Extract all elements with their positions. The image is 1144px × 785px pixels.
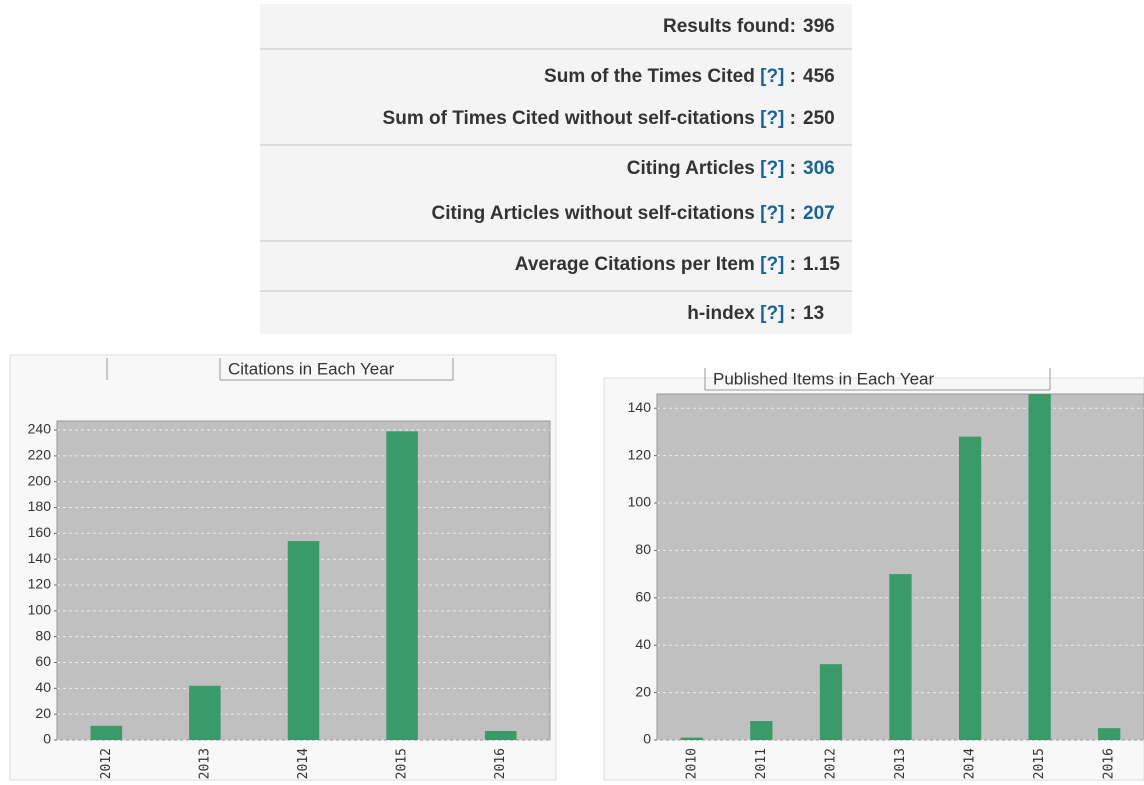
- y-tick-label: 60: [635, 589, 651, 605]
- bar: [287, 541, 320, 740]
- x-tick-label: 2016: [493, 748, 508, 779]
- stat-label-group: Citing Articles [?] :: [627, 158, 796, 180]
- separator: :: [789, 158, 796, 179]
- bar: [189, 685, 221, 740]
- separator: :: [789, 303, 796, 324]
- x-tick-label: 2012: [823, 748, 838, 779]
- stat-value: 250: [803, 108, 835, 129]
- y-tick-label: 140: [628, 399, 652, 415]
- x-tick-label: 2014: [296, 748, 311, 779]
- bar: [484, 730, 517, 740]
- stat-label-group: Average Citations per Item [?] :: [515, 254, 796, 276]
- stat-label: Sum of Times Cited without self-citation…: [382, 108, 755, 129]
- chart-title: Citations in Each Year: [228, 359, 395, 378]
- row-separator: [260, 240, 852, 242]
- stat-row: h-index [?] :13: [260, 303, 852, 327]
- y-tick-label: 140: [28, 550, 52, 566]
- y-tick-label: 120: [628, 446, 652, 462]
- row-separator: [260, 144, 852, 146]
- bar: [90, 725, 123, 740]
- stats-table: Results found: 396 Sum of the Times Cited …: [260, 4, 852, 334]
- x-tick-label: 2014: [963, 748, 978, 779]
- stat-label: Sum of the Times Cited: [544, 66, 755, 87]
- x-tick-label: 2013: [197, 748, 212, 779]
- x-tick-label: 2012: [99, 748, 114, 779]
- stat-value: 13: [803, 303, 825, 324]
- row-separator: [260, 48, 852, 50]
- y-tick-label: 100: [28, 602, 52, 618]
- bar: [819, 664, 843, 740]
- y-tick-label: 240: [28, 421, 52, 437]
- bar: [1028, 394, 1051, 740]
- bar: [958, 436, 982, 740]
- stat-label: Citing Articles: [626, 158, 755, 179]
- stat-value: 396: [803, 16, 835, 37]
- stat-value[interactable]: 306: [803, 158, 835, 179]
- y-tick-label: 160: [28, 524, 52, 540]
- row-separator: [260, 290, 852, 292]
- stat-row: Sum of Times Cited without self-citation…: [260, 108, 852, 132]
- x-tick-label: 2015: [395, 748, 410, 779]
- help-link[interactable]: [?]: [760, 203, 785, 224]
- stat-label: Average Citations per Item: [514, 254, 755, 275]
- stat-value: 1.15: [803, 254, 840, 275]
- x-tick-label: 2011: [754, 748, 769, 779]
- stat-row: Results found: 396: [260, 16, 852, 40]
- stat-label-group: Sum of the Times Cited [?] :: [544, 66, 796, 88]
- y-tick-label: 40: [635, 636, 651, 652]
- help-link[interactable]: [?]: [760, 303, 785, 324]
- x-tick-label: 2010: [684, 748, 699, 779]
- bar: [386, 431, 418, 740]
- stat-label-group: Citing Articles without self-citations […: [431, 203, 796, 225]
- stat-row: Sum of the Times Cited [?] :456: [260, 66, 852, 90]
- stat-row: Average Citations per Item [?] :1.15: [260, 254, 852, 278]
- y-tick-label: 220: [28, 447, 52, 463]
- y-tick-label: 180: [28, 498, 52, 514]
- separator: :: [789, 108, 796, 129]
- x-tick-label: 2015: [1032, 748, 1047, 779]
- stat-label: Citing Articles without self-citations: [431, 203, 755, 224]
- stat-row: Citing Articles [?] :306: [260, 158, 852, 182]
- stat-value: 456: [803, 66, 835, 87]
- bar: [680, 737, 703, 740]
- stat-label: h-index: [687, 303, 755, 324]
- y-tick-label: 40: [35, 679, 51, 695]
- stat-row: Citing Articles without self-citations […: [260, 203, 852, 227]
- separator: :: [789, 66, 796, 87]
- y-tick-label: 100: [628, 494, 652, 510]
- y-tick-label: 20: [635, 683, 651, 699]
- stat-label-group: h-index [?] :: [687, 303, 796, 325]
- stat-label-group: Sum of Times Cited without self-citation…: [383, 108, 796, 130]
- stat-label-group: Results found:: [663, 16, 796, 38]
- y-tick-label: 60: [35, 653, 51, 669]
- y-tick-label: 80: [35, 627, 51, 643]
- stat-value[interactable]: 207: [803, 203, 835, 224]
- y-tick-label: 80: [635, 541, 651, 557]
- help-link[interactable]: [?]: [760, 108, 785, 129]
- y-tick-label: 120: [28, 576, 52, 592]
- y-tick-label: 20: [35, 705, 51, 721]
- bar: [889, 574, 912, 740]
- help-link[interactable]: [?]: [760, 254, 785, 275]
- chart-title: Published Items in Each Year: [713, 369, 934, 388]
- x-tick-label: 2013: [893, 748, 908, 779]
- separator: :: [789, 254, 796, 275]
- y-tick-label: 0: [43, 731, 51, 747]
- bar: [750, 721, 773, 740]
- x-tick-label: 2016: [1102, 748, 1117, 779]
- stat-label: Results found:: [663, 16, 796, 37]
- bar: [1098, 728, 1121, 740]
- help-link[interactable]: [?]: [760, 158, 785, 179]
- y-tick-label: 200: [28, 472, 52, 488]
- y-tick-label: 0: [643, 731, 651, 747]
- separator: :: [789, 203, 796, 224]
- help-link[interactable]: [?]: [760, 66, 785, 87]
